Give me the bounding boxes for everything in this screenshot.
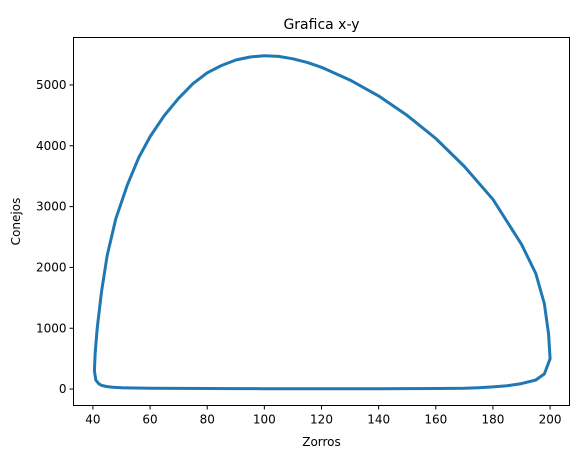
y-tick-label: 4000 <box>36 139 67 153</box>
y-tick-label: 1000 <box>36 321 67 335</box>
x-tick-label: 80 <box>200 413 215 427</box>
y-tick-label: 0 <box>59 382 67 396</box>
y-axis: 0 1000 2000 3000 4000 5000 <box>36 78 74 396</box>
x-tick-label: 100 <box>253 413 276 427</box>
x-tick-label: 180 <box>481 413 504 427</box>
x-tick-label: 200 <box>539 413 562 427</box>
x-tick-label: 60 <box>142 413 157 427</box>
x-axis: 40 60 80 100 120 140 160 180 200 <box>85 405 562 427</box>
plot-area <box>92 54 552 391</box>
x-tick-label: 140 <box>367 413 390 427</box>
plot-frame <box>73 37 570 406</box>
x-tick-label: 160 <box>424 413 447 427</box>
y-tick-label: 5000 <box>36 78 67 92</box>
x-axis-label: Zorros <box>302 435 341 449</box>
chart-title: Grafica x-y <box>283 17 359 33</box>
y-tick-label: 3000 <box>36 200 67 214</box>
y-tick-label: 2000 <box>36 260 67 274</box>
y-axis-label: Conejos <box>9 198 23 246</box>
x-tick-label: 40 <box>85 413 100 427</box>
series-line <box>92 54 552 391</box>
x-tick-label: 120 <box>310 413 333 427</box>
